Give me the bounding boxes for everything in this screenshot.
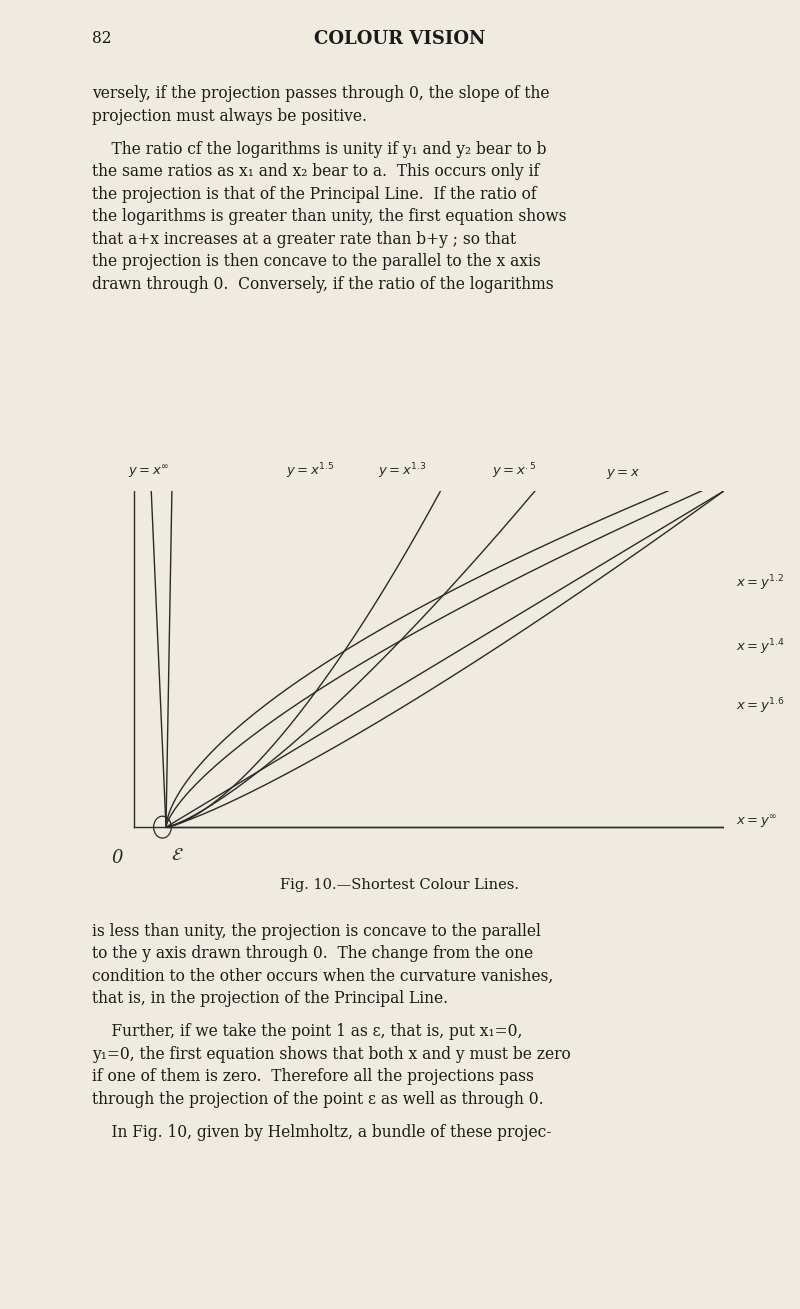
Text: $y=x^{.5}$: $y=x^{.5}$ (492, 461, 537, 480)
Text: $y=x^{1.5}$: $y=x^{1.5}$ (286, 461, 335, 480)
Text: the same ratios as x₁ and x₂ bear to a.  This occurs only if: the same ratios as x₁ and x₂ bear to a. … (92, 164, 539, 181)
Text: through the projection of the point ε as well as through 0.: through the projection of the point ε as… (92, 1090, 544, 1107)
Text: that a+x increases at a greater rate than b+y ; so that: that a+x increases at a greater rate tha… (92, 230, 516, 247)
Text: that is, in the projection of the Principal Line.: that is, in the projection of the Princi… (92, 991, 448, 1008)
Text: the projection is then concave to the parallel to the x axis: the projection is then concave to the pa… (92, 253, 541, 270)
Text: In Fig. 10, given by Helmholtz, a bundle of these projec-: In Fig. 10, given by Helmholtz, a bundle… (92, 1124, 551, 1141)
Text: if one of them is zero.  Therefore all the projections pass: if one of them is zero. Therefore all th… (92, 1068, 534, 1085)
Text: the projection is that of the Principal Line.  If the ratio of: the projection is that of the Principal … (92, 186, 537, 203)
Text: The ratio cf the logarithms is unity if y₁ and y₂ bear to b: The ratio cf the logarithms is unity if … (92, 140, 546, 157)
Text: drawn through 0.  Conversely, if the ratio of the logarithms: drawn through 0. Conversely, if the rati… (92, 276, 554, 293)
Text: versely, if the projection passes through 0, the slope of the: versely, if the projection passes throug… (92, 85, 550, 102)
Text: COLOUR VISION: COLOUR VISION (314, 30, 486, 48)
Text: $x=y^{1.6}$: $x=y^{1.6}$ (736, 696, 785, 716)
Text: $x=y^{\infty}$: $x=y^{\infty}$ (736, 813, 778, 831)
Text: condition to the other occurs when the curvature vanishes,: condition to the other occurs when the c… (92, 967, 554, 984)
Text: Fig. 10.—Shortest Colour Lines.: Fig. 10.—Shortest Colour Lines. (281, 878, 519, 893)
Text: 82: 82 (92, 30, 111, 47)
Text: projection must always be positive.: projection must always be positive. (92, 107, 367, 124)
Text: 0: 0 (111, 850, 122, 867)
Text: the logarithms is greater than unity, the first equation shows: the logarithms is greater than unity, th… (92, 208, 566, 225)
Text: $y=x^{\infty}$: $y=x^{\infty}$ (127, 463, 169, 480)
Text: $x=y^{1.2}$: $x=y^{1.2}$ (736, 573, 784, 593)
Text: to the y axis drawn through 0.  The change from the one: to the y axis drawn through 0. The chang… (92, 945, 533, 962)
Text: $y=x$: $y=x$ (606, 467, 641, 480)
Text: y₁=0, the first equation shows that both x and y must be zero: y₁=0, the first equation shows that both… (92, 1046, 570, 1063)
Text: $y=x^{1.3}$: $y=x^{1.3}$ (378, 461, 426, 480)
Text: Further, if we take the point 1 as ε, that is, put x₁=0,: Further, if we take the point 1 as ε, th… (92, 1024, 522, 1041)
Text: $\mathcal{E}$: $\mathcal{E}$ (170, 846, 183, 864)
Text: $x=y^{1.4}$: $x=y^{1.4}$ (736, 637, 785, 657)
Text: is less than unity, the projection is concave to the parallel: is less than unity, the projection is co… (92, 923, 541, 940)
